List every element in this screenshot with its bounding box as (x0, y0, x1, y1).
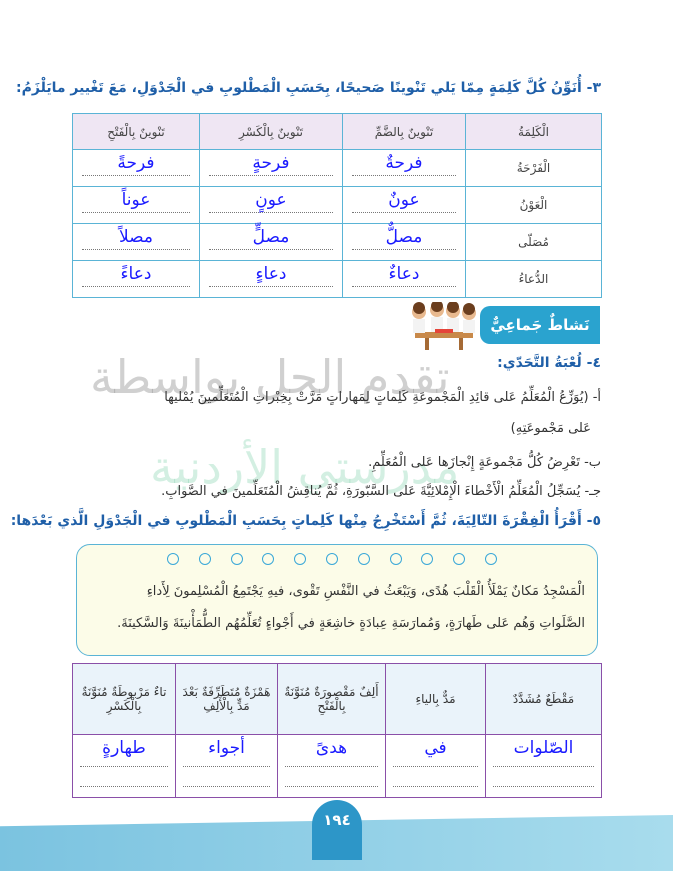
answer-fath: مصلاً (119, 227, 153, 247)
answer-cell: هدىً (277, 734, 386, 798)
answer-cell: فرحةٌ (342, 149, 466, 187)
answer-cell: فرحةً (72, 149, 200, 187)
answer-ta-marbuta: طهارةٍ (102, 738, 146, 758)
question-3-title: ٣- أُنَوِّنُ كُلَّ كَلِمَةٍ مِمّا يَلي ت… (16, 80, 601, 96)
answer-damm: عونٌ (388, 190, 420, 210)
header-fath: تَنْوينٌ بِالْفَتْحِ (72, 113, 200, 150)
passage-line-2: الصَّلَواتِ وَهُم عَلى طَهارَةٍ، وَمُمار… (117, 616, 585, 631)
question-5-title: ٥- أَقْرَأُ الْفِقْرَةَ التّالِيَةَ، ثُم… (10, 513, 601, 529)
table-row: الْفَرْحَةُ فرحةٌ فرحةٍ فرحةً (72, 149, 602, 187)
answer-alif-maqsura: هدىً (315, 738, 348, 758)
table-row: الدُّعاءُ دعاءٌ دعاءٍ دعاءً (72, 260, 602, 298)
answer-cell: مصلٍّ (199, 223, 343, 261)
answer-kasr: دعاءٍ (255, 264, 287, 284)
table-row: الصّلوات في هدىً أجواء طهارةٍ (72, 734, 602, 798)
answer-kasr: مصلٍّ (252, 227, 290, 247)
answer-fath: عوناً (121, 190, 151, 210)
answer-madd-ya: في (424, 738, 447, 758)
word-cell: الدُّعاءُ (465, 260, 602, 298)
answer-cell: عوناً (72, 186, 200, 224)
word-cell: الْفَرْحَةُ (465, 149, 602, 187)
group-activity-badge: نَشاطٌ جَماعِيٌّ (480, 306, 600, 344)
answer-cell: عونٍ (199, 186, 343, 224)
children-illustration (412, 302, 476, 350)
step-c: جـ- يُسَجِّلُ الْمُعَلِّمُ الْأَخْطاءَ ا… (161, 484, 601, 499)
header-shadda: مَقْطَعٌ مُشَدَّدٌ (485, 663, 602, 735)
header-hamza: هَمْزَةٌ مُتَطَرِّفَةٌ بَعْدَ مَدٍّ بِال… (175, 663, 278, 735)
word-cell: الْعَوْنُ (465, 186, 602, 224)
header-damm: تَنْوينٌ بِالضَّمِّ (342, 113, 466, 150)
extraction-table: مَقْطَعٌ مُشَدَّدٌ مَدٌّ بِالياءِ أَلِفٌ… (72, 663, 602, 798)
answer-cell: في (385, 734, 486, 798)
step-a-line-1: أ- (يُوَزِّعُ الْمُعَلِّمُ عَلى قائِدِ ا… (164, 390, 601, 405)
header-madd-ya: مَدٌّ بِالياءِ (385, 663, 486, 735)
table-row: مُصَلّى مصلٌّ مصلٍّ مصلاً (72, 223, 602, 261)
answer-damm: مصلٌّ (385, 227, 423, 247)
answer-cell: مصلاً (72, 223, 200, 261)
step-b: ب- تَعْرِضُ كُلُّ مَجْموعَةٍ إِنْجازَها … (368, 455, 601, 470)
answer-hamza: أجواء (208, 738, 245, 758)
passage-line-1: الْمَسْجِدُ مَكانٌ يَمْلَأُ الْقَلْبَ هُ… (146, 584, 585, 599)
answer-shadda: الصّلوات (513, 738, 574, 758)
answer-cell: أجواء (175, 734, 278, 798)
question-4-title: ٤- لُعْبَةُ التَّحَدّي: (497, 355, 601, 371)
answer-cell: دعاءٍ (199, 260, 343, 298)
header-word: الْكَلِمَةُ (465, 113, 602, 150)
answer-damm: دعاءٌ (388, 264, 420, 284)
table-row: الْعَوْنُ عونٌ عونٍ عوناً (72, 186, 602, 224)
header-kasr: تَنْوينٌ بِالْكَسْرِ (199, 113, 343, 150)
answer-cell: الصّلوات (485, 734, 602, 798)
answer-cell: مصلٌّ (342, 223, 466, 261)
word-cell: مُصَلّى (465, 223, 602, 261)
answer-kasr: عونٍ (255, 190, 287, 210)
answer-cell: طهارةٍ (72, 734, 176, 798)
answer-cell: فرحةٍ (199, 149, 343, 187)
table-header-row: مَقْطَعٌ مُشَدَّدٌ مَدٌّ بِالياءِ أَلِفٌ… (72, 663, 602, 735)
answer-cell: دعاءٌ (342, 260, 466, 298)
answer-fath: فرحةً (117, 153, 155, 173)
tanween-table: الْكَلِمَةُ تَنْوينٌ بِالضَّمِّ تَنْوينٌ… (72, 113, 602, 298)
passage-box: الْمَسْجِدُ مَكانٌ يَمْلَأُ الْقَلْبَ هُ… (76, 544, 598, 656)
step-a-line-2: عَلى مَجْموعَتِهِ) (510, 421, 591, 436)
answer-fath: دعاءً (120, 264, 152, 284)
answer-cell: عونٌ (342, 186, 466, 224)
answer-damm: فرحةٌ (385, 153, 423, 173)
header-ta-marbuta: تاءٌ مَرْبوطَةٌ مُنَوَّنَةٌ بِالْكَسْرِ (72, 663, 176, 735)
decorative-rings (167, 553, 497, 565)
page-number: ١٩٤ (312, 800, 362, 860)
answer-kasr: فرحةٍ (252, 153, 290, 173)
header-alif-maqsura: أَلِفٌ مَقْصورَةٌ مُنَوَّنَةٌ بِالْفَتْح… (277, 663, 386, 735)
table-header-row: الْكَلِمَةُ تَنْوينٌ بِالضَّمِّ تَنْوينٌ… (72, 113, 602, 150)
answer-cell: دعاءً (72, 260, 200, 298)
